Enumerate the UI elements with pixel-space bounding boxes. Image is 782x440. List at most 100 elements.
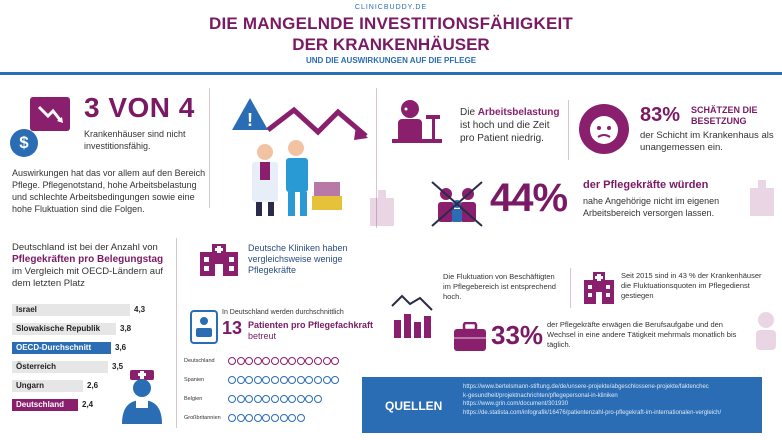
patients-intro: In Deutschland werden durchschnittlich (222, 309, 344, 316)
patient-dot (262, 376, 271, 384)
source-link-1[interactable]: https://www.bertelsmann-stiftung.de/de/u… (463, 384, 709, 390)
patient-bed-icon (190, 310, 218, 349)
sources-list: https://www.bertelsmann-stiftung.de/de/u… (463, 383, 758, 417)
patient-dot (262, 395, 271, 403)
divider (176, 238, 177, 428)
dot-row (228, 395, 322, 403)
stressed-face-icon (578, 103, 630, 160)
patient-dot (245, 357, 254, 365)
dot-row (228, 414, 305, 422)
dot-row (228, 357, 340, 365)
source-link-3[interactable]: https://www.grin.com/document/301930 (463, 401, 569, 407)
patient-dot (253, 376, 262, 384)
dot-row-country: Spanien (184, 377, 205, 383)
bar-value-3: 3,5 (112, 362, 124, 371)
page-title-line2: DER KRANKENHÄUSER (292, 35, 490, 54)
page-subtitle: UND DIE AUSWIRKUNGEN AUF DIE PFLEGE (305, 56, 477, 65)
oecd-heading-line1: Deutschland ist bei der Anzahl von (12, 242, 158, 253)
dot-row-country: Großbritannien (184, 415, 221, 421)
patients-end: betreut (248, 331, 277, 341)
stat-83-value: 83% (640, 104, 681, 126)
patient-dot (322, 357, 331, 365)
oecd-heading: Deutschland ist bei der Anzahl von Pfleg… (12, 242, 172, 290)
patient-dot (331, 376, 340, 384)
dollar-icon: $ (10, 129, 38, 157)
oecd-heading-bold: Pflegekräften pro Belegungstag (12, 254, 164, 265)
patient-dot (262, 357, 271, 365)
stat-44-value: 44% (490, 176, 568, 220)
stat-3von4-line2: investitionsfähig. (84, 141, 151, 151)
stat-83-label: SCHÄTZEN DIE BESETZUNG (691, 105, 758, 126)
patient-dot (245, 395, 254, 403)
bar-value-2: 3,6 (115, 343, 127, 352)
patient-dot (279, 414, 288, 422)
patient-dot (313, 395, 322, 403)
bar-value-5: 2,4 (82, 400, 94, 409)
dot-row-country: Belgien (184, 396, 203, 402)
bar-graph-icon (390, 292, 438, 345)
bar-value-0: 4,3 (134, 305, 146, 314)
belastung-rest: ist hoch und die Zeit pro Patient niedri… (460, 120, 550, 144)
patient-dot (305, 395, 314, 403)
bar-value-4: 2,6 (87, 381, 99, 390)
bar-2: OECD-Durchschnitt (12, 342, 111, 354)
brand-label: CLINICBUDDY.DE (354, 4, 428, 11)
patient-dot (305, 357, 314, 365)
patient-dot (262, 414, 271, 422)
patient-dot (296, 376, 305, 384)
patient-dot (331, 357, 340, 365)
bar-4: Ungarn (12, 380, 83, 392)
patient-dot (296, 395, 305, 403)
bar-5: Deutschland (12, 399, 78, 411)
oecd-bar-chart: Israel 4,3 Slowakische Republik 3,8 OECD-Dur… (12, 304, 162, 422)
stat-2015-text: Seit 2015 sind in 43 % der Krankenhäuser… (621, 271, 762, 300)
patient-dot (236, 414, 245, 422)
stat-44-text: nahe Angehörige nicht im eigenen Arbeits… (583, 196, 720, 218)
stat-3von4-line1: Krankenhäuser sind nicht (84, 129, 186, 139)
source-link-4[interactable]: https://de.statista.com/infografik/16476… (463, 409, 722, 416)
patient-dot (270, 395, 279, 403)
hospital-building-icon (582, 270, 616, 309)
patient-dot (253, 395, 262, 403)
svg-text:!: ! (247, 110, 253, 130)
patient-dot (288, 376, 297, 384)
fluktuation-text: Die Fluktuation von Beschäftigten im Pfl… (443, 272, 556, 301)
doctors-illustration: ! (216, 92, 371, 222)
patient-dot (228, 357, 236, 365)
sources-panel (362, 377, 762, 433)
header-divider (0, 72, 782, 75)
patient-dot (236, 357, 245, 365)
faint-hospital-icon (368, 190, 396, 231)
belastung-bold: Arbeitsbelastung (477, 107, 560, 118)
patient-dot (279, 357, 288, 365)
kliniken-text: Deutsche Kliniken haben vergleichsweise … (248, 243, 348, 275)
patient-dot (279, 376, 288, 384)
patient-dot (236, 395, 245, 403)
patient-dot (305, 376, 314, 384)
divider (376, 88, 377, 228)
source-link-2[interactable]: k-gesundheit/projektnachrichten/pflegepe… (463, 392, 618, 399)
dot-row (228, 376, 340, 384)
patient-dot (236, 376, 245, 384)
faint-nurse-icon (752, 310, 780, 355)
stat-33-value: 33% (491, 320, 544, 350)
patient-dot (288, 414, 297, 422)
stat-3von4-caption: Krankenhäuser sind nicht investitionsfäh… (84, 128, 202, 152)
patients-number: 13 (222, 318, 243, 338)
belastung-text: Die Arbeitsbelastung ist hoch und die Ze… (460, 106, 560, 145)
stat-33-text: der Pflegekräfte erwägen die Berufsaufga… (547, 320, 737, 349)
family-crossed-icon (430, 180, 485, 233)
belastung-pre: Die (460, 107, 476, 118)
bar-value-1: 3,8 (120, 324, 132, 333)
patient-dot (322, 376, 331, 384)
hospital-icon (198, 244, 240, 281)
stat-3von4-value: 3 VON 4 (84, 92, 195, 123)
divider (570, 268, 571, 308)
patient-dot (313, 376, 322, 384)
patient-dot (288, 357, 297, 365)
bar-0: Israel (12, 304, 130, 316)
sources-label: QUELLEN (385, 399, 443, 413)
stat-44-headline: der Pflegekräfte würden (583, 179, 709, 191)
patient-dot (228, 395, 236, 403)
patient-dot (288, 395, 297, 403)
